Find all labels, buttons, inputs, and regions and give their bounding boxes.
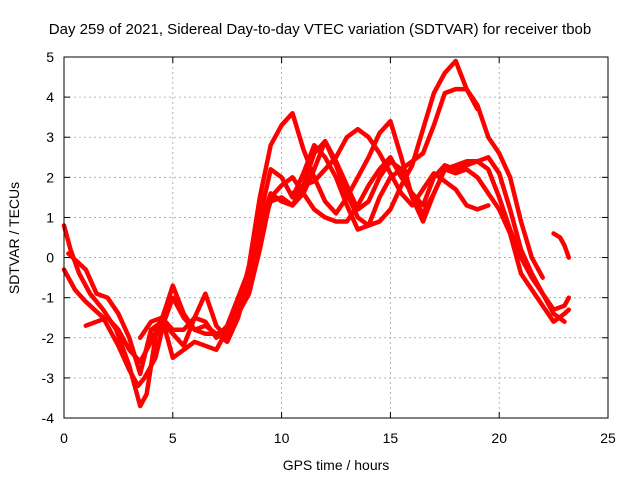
series-line-track-1 [61,155,572,389]
y-tick-label: 0 [46,250,54,266]
y-tick-label: 4 [46,89,54,105]
series-line-track-5 [137,138,572,361]
chart-title: Day 259 of 2021, Sidereal Day-to-day VTE… [49,21,591,38]
grid-layer [64,57,608,418]
y-tick-label: 2 [46,169,54,185]
x-tick-label: 10 [274,430,290,446]
x-tick-label: 25 [600,430,616,446]
x-axis-label: GPS time / hours [283,457,390,473]
series-line-track-6 [290,126,491,212]
x-tick-label: 15 [383,430,399,446]
series-line-track-2 [61,58,480,409]
series-layer [61,58,572,409]
y-tick-label: 3 [46,129,54,145]
y-tick-label: -2 [42,330,55,346]
y-tick-label: 1 [46,209,54,225]
y-tick-label: 5 [46,49,54,65]
x-tick-label: 20 [491,430,507,446]
plot-frame [63,56,609,419]
y-tick-label: -1 [42,290,55,306]
series-line-track-7 [551,231,572,260]
x-tick-label: 0 [60,430,68,446]
x-tick-label: 5 [169,430,177,446]
tick-layer: 0 5 10 15 20 25 -4 -3 -2 -1 0 1 2 3 4 5 [42,49,616,446]
y-tick-label: -4 [42,410,55,426]
y-tick-label: -3 [42,370,55,386]
y-axis-label: SDTVAR / TECUs [6,182,22,294]
